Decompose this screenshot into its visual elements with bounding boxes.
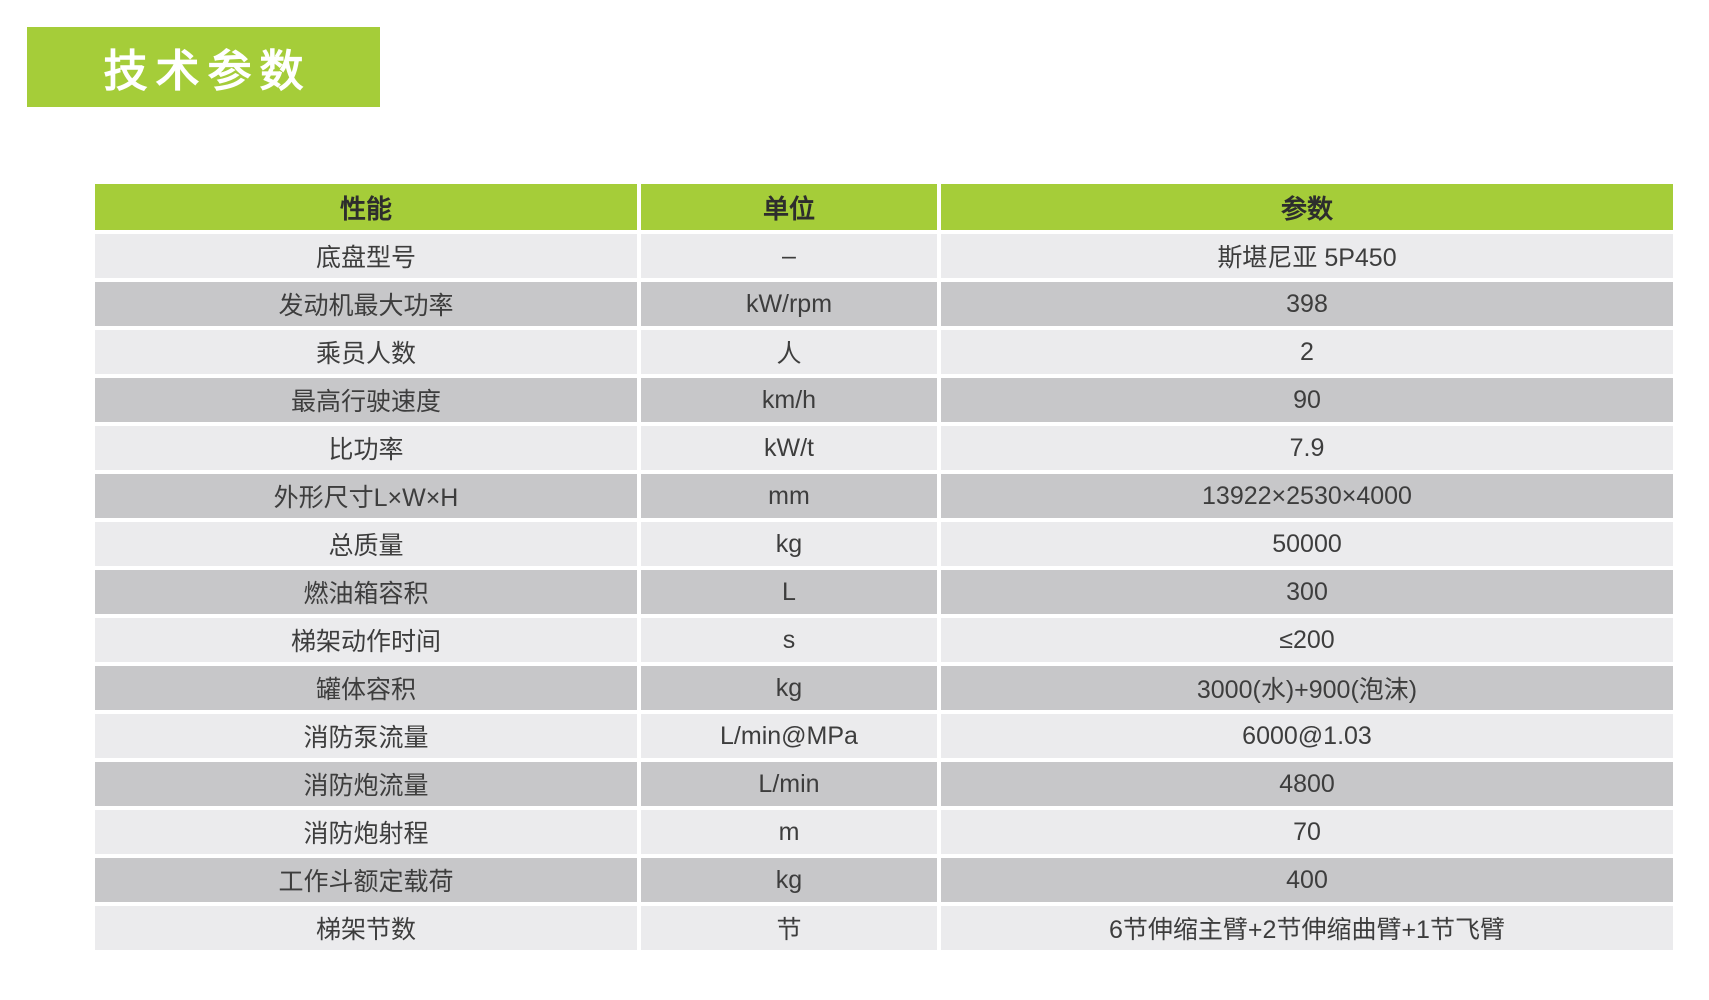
table-row: 外形尺寸L×W×H mm 13922×2530×4000 <box>95 474 1673 518</box>
unit-cell: kW/rpm <box>641 282 937 326</box>
unit-cell: m <box>641 810 937 854</box>
page-title-banner: 技术参数 <box>27 27 380 107</box>
value-cell: ≤200 <box>941 618 1673 662</box>
unit-cell: kg <box>641 666 937 710</box>
param-name-cell: 发动机最大功率 <box>95 282 637 326</box>
value-cell: 斯堪尼亚 5P450 <box>941 234 1673 278</box>
param-name-cell: 总质量 <box>95 522 637 566</box>
param-name-cell: 外形尺寸L×W×H <box>95 474 637 518</box>
param-name-cell: 比功率 <box>95 426 637 470</box>
value-cell: 3000(水)+900(泡沫) <box>941 666 1673 710</box>
param-name-cell: 最高行驶速度 <box>95 378 637 422</box>
unit-cell: L <box>641 570 937 614</box>
table-row: 罐体容积 kg 3000(水)+900(泡沫) <box>95 666 1673 710</box>
value-cell: 400 <box>941 858 1673 902</box>
header-unit: 单位 <box>641 184 937 230</box>
param-name-cell: 消防炮流量 <box>95 762 637 806</box>
value-cell: 7.9 <box>941 426 1673 470</box>
param-name-cell: 消防泵流量 <box>95 714 637 758</box>
value-cell: 6000@1.03 <box>941 714 1673 758</box>
value-cell: 90 <box>941 378 1673 422</box>
value-cell: 70 <box>941 810 1673 854</box>
unit-cell: kg <box>641 858 937 902</box>
table-row: 比功率 kW/t 7.9 <box>95 426 1673 470</box>
param-name-cell: 底盘型号 <box>95 234 637 278</box>
value-cell: 300 <box>941 570 1673 614</box>
unit-cell: 人 <box>641 330 937 374</box>
table-row: 最高行驶速度 km/h 90 <box>95 378 1673 422</box>
unit-cell: mm <box>641 474 937 518</box>
table-row: 发动机最大功率 kW/rpm 398 <box>95 282 1673 326</box>
param-name-cell: 燃油箱容积 <box>95 570 637 614</box>
table-row: 梯架节数节 6节伸缩主臂+2节伸缩曲臂+1节飞臂 <box>95 906 1673 950</box>
table-row: 总质量 kg 50000 <box>95 522 1673 566</box>
value-cell: 50000 <box>941 522 1673 566</box>
unit-cell: 节 <box>641 906 937 950</box>
param-name-cell: 工作斗额定载荷 <box>95 858 637 902</box>
value-cell: 2 <box>941 330 1673 374</box>
unit-cell: L/min <box>641 762 937 806</box>
unit-cell: – <box>641 234 937 278</box>
value-cell: 4800 <box>941 762 1673 806</box>
table-row: 燃油箱容积 L 300 <box>95 570 1673 614</box>
header-parameter: 参数 <box>941 184 1673 230</box>
table-row: 工作斗额定载荷 kg 400 <box>95 858 1673 902</box>
param-name-cell: 乘员人数 <box>95 330 637 374</box>
value-cell: 6节伸缩主臂+2节伸缩曲臂+1节飞臂 <box>941 906 1673 950</box>
table-row: 消防泵流量 L/min@MPa 6000@1.03 <box>95 714 1673 758</box>
table-row: 梯架动作时间 s ≤200 <box>95 618 1673 662</box>
param-name-cell: 梯架节数 <box>95 906 637 950</box>
table-row: 乘员人数人 2 <box>95 330 1673 374</box>
unit-cell: kg <box>641 522 937 566</box>
spec-table: 性能 单位 参数 底盘型号 – 斯堪尼亚 5P450 发动机最大功率 kW/rpm 398… <box>91 180 1677 954</box>
value-cell: 13922×2530×4000 <box>941 474 1673 518</box>
spec-table-container: 性能 单位 参数 底盘型号 – 斯堪尼亚 5P450 发动机最大功率 kW/rpm 398… <box>91 180 1677 954</box>
table-row: 消防炮流量 L/min 4800 <box>95 762 1673 806</box>
param-name-cell: 梯架动作时间 <box>95 618 637 662</box>
page-title: 技术参数 <box>103 47 312 96</box>
unit-cell: kW/t <box>641 426 937 470</box>
unit-cell: s <box>641 618 937 662</box>
param-name-cell: 消防炮射程 <box>95 810 637 854</box>
value-cell: 398 <box>941 282 1673 326</box>
header-performance: 性能 <box>95 184 637 230</box>
spec-table-body: 底盘型号 – 斯堪尼亚 5P450 发动机最大功率 kW/rpm 398 乘员人数人 2 最高行… <box>95 234 1673 950</box>
unit-cell: L/min@MPa <box>641 714 937 758</box>
table-row: 底盘型号 – 斯堪尼亚 5P450 <box>95 234 1673 278</box>
table-header-row: 性能 单位 参数 <box>95 184 1673 230</box>
unit-cell: km/h <box>641 378 937 422</box>
param-name-cell: 罐体容积 <box>95 666 637 710</box>
table-row: 消防炮射程 m 70 <box>95 810 1673 854</box>
